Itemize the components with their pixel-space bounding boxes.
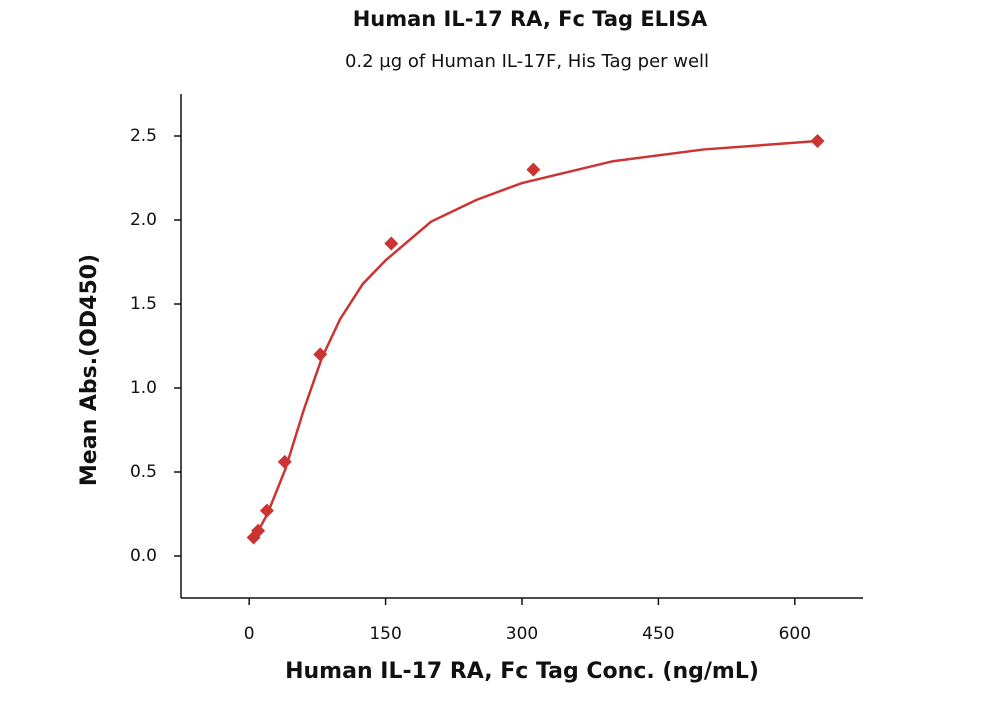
data-point	[810, 134, 825, 149]
y-tick-label: 2.0	[130, 210, 157, 230]
chart-title: Human IL-17 RA, Fc Tag ELISA	[353, 7, 708, 31]
data-point	[526, 162, 541, 177]
x-tick-label: 450	[642, 624, 674, 644]
data-point	[259, 503, 274, 518]
data-point	[277, 454, 292, 469]
y-tick-label: 0.0	[130, 546, 157, 566]
chart-subtitle: 0.2 µg of Human IL-17F, His Tag per well	[345, 51, 709, 72]
x-axis-label: Human IL-17 RA, Fc Tag Conc. (ng/mL)	[285, 659, 759, 684]
data-point	[251, 523, 266, 538]
x-tick-label: 300	[506, 624, 538, 644]
data-point	[384, 236, 399, 251]
y-tick-label: 1.5	[130, 294, 157, 314]
x-tick-label: 600	[779, 624, 811, 644]
fit-curve	[252, 139, 818, 540]
y-tick-label: 0.5	[130, 462, 157, 482]
data-point	[313, 347, 328, 362]
y-axis-label: Mean Abs.(OD450)	[77, 254, 102, 486]
x-tick-label: 0	[244, 624, 255, 644]
y-tick-label: 1.0	[130, 378, 157, 398]
y-tick-label: 2.5	[130, 126, 157, 146]
x-tick-label: 150	[369, 624, 401, 644]
